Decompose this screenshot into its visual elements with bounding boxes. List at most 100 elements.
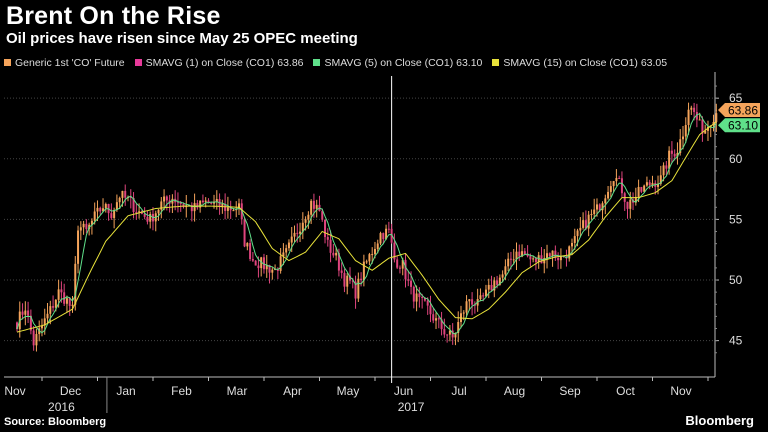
year-label: 2016	[48, 400, 75, 414]
price-bar	[426, 300, 429, 306]
price-bar	[670, 150, 673, 154]
price-bar	[163, 196, 166, 202]
price-bar	[312, 200, 315, 209]
x-tick-label: Oct	[616, 384, 635, 398]
price-bar	[254, 260, 257, 266]
price-bar	[346, 275, 349, 287]
y-tick-label: 60	[729, 152, 743, 166]
price-bar	[398, 267, 401, 269]
price-bar	[135, 211, 138, 213]
x-tick-label: Nov	[4, 384, 25, 398]
price-bar	[182, 204, 185, 208]
price-bar	[640, 186, 643, 192]
last-value-label: 63.10	[718, 118, 760, 133]
price-bar	[410, 280, 413, 287]
price-bar	[32, 330, 35, 346]
chart-title: Brent On the Rise	[6, 2, 221, 30]
price-bar	[285, 248, 288, 253]
price-bar	[362, 261, 365, 281]
price-bar	[396, 259, 399, 268]
price-bar	[429, 305, 432, 315]
price-bar	[296, 232, 299, 234]
price-bar	[435, 318, 438, 321]
price-bar	[85, 223, 88, 230]
price-bar	[684, 125, 687, 137]
price-bar	[612, 181, 615, 187]
price-bar	[340, 270, 343, 273]
price-bar	[376, 243, 379, 249]
price-bar	[676, 152, 679, 157]
price-bar	[454, 332, 457, 338]
price-bar	[415, 293, 418, 302]
price-bar	[412, 286, 415, 302]
price-bar	[46, 313, 49, 319]
price-bar	[693, 107, 696, 112]
price-bar	[593, 209, 596, 215]
last-value-text: 63.10	[728, 119, 758, 133]
price-bar	[132, 198, 135, 212]
price-bar	[93, 211, 96, 221]
price-bar	[110, 213, 113, 218]
price-bar	[559, 256, 562, 261]
x-tick-label: Dec	[60, 384, 81, 398]
price-bar	[532, 258, 535, 260]
price-bar	[360, 278, 363, 281]
price-bar	[604, 198, 607, 204]
price-bar	[343, 272, 346, 287]
price-bar	[79, 227, 82, 231]
price-bar	[546, 253, 549, 259]
price-bar	[479, 295, 482, 300]
price-bar	[171, 198, 174, 204]
price-bar	[690, 107, 693, 110]
last-value-badge	[718, 103, 760, 118]
price-bar	[385, 228, 388, 240]
price-bar	[637, 186, 640, 197]
price-bar	[368, 254, 371, 262]
price-bar	[482, 295, 485, 297]
price-bar	[509, 258, 512, 260]
price-bar	[287, 242, 290, 249]
price-bar	[246, 243, 249, 247]
price-bar	[701, 119, 704, 134]
price-bar	[257, 265, 260, 269]
legend-label: Generic 1st 'CO' Future	[15, 57, 125, 69]
price-bar	[704, 130, 707, 134]
price-bar	[529, 256, 532, 260]
price-bar	[279, 256, 282, 271]
price-bar	[232, 210, 235, 212]
price-bar	[121, 190, 124, 198]
price-bar	[432, 314, 435, 321]
price-bar	[401, 259, 404, 269]
price-bar	[349, 275, 351, 281]
price-bar	[365, 261, 368, 263]
price-bar	[293, 232, 296, 237]
price-bar	[332, 252, 335, 256]
price-bar	[665, 165, 668, 169]
price-bar	[484, 289, 487, 297]
price-bar	[190, 205, 193, 212]
price-bar	[138, 211, 141, 213]
price-bar	[16, 322, 18, 330]
price-bar	[21, 311, 24, 315]
price-bar	[335, 252, 338, 256]
price-bar	[268, 264, 271, 273]
price-bar	[657, 183, 660, 187]
price-bar	[77, 230, 80, 264]
price-bar	[695, 111, 698, 120]
price-bar	[423, 297, 426, 301]
price-bar	[601, 203, 604, 211]
price-bar	[113, 209, 116, 218]
price-bar	[357, 278, 360, 299]
price-bar	[201, 200, 204, 203]
price-bar	[490, 284, 493, 291]
price-bar	[90, 220, 93, 225]
price-bar	[487, 284, 490, 290]
price-bar	[224, 203, 227, 211]
sma15-line	[16, 121, 717, 333]
price-bar	[310, 200, 313, 215]
price-bar	[609, 186, 612, 192]
price-bar	[648, 182, 651, 186]
price-bar	[307, 214, 310, 220]
legend-swatch	[134, 59, 142, 66]
price-bar	[196, 203, 199, 208]
